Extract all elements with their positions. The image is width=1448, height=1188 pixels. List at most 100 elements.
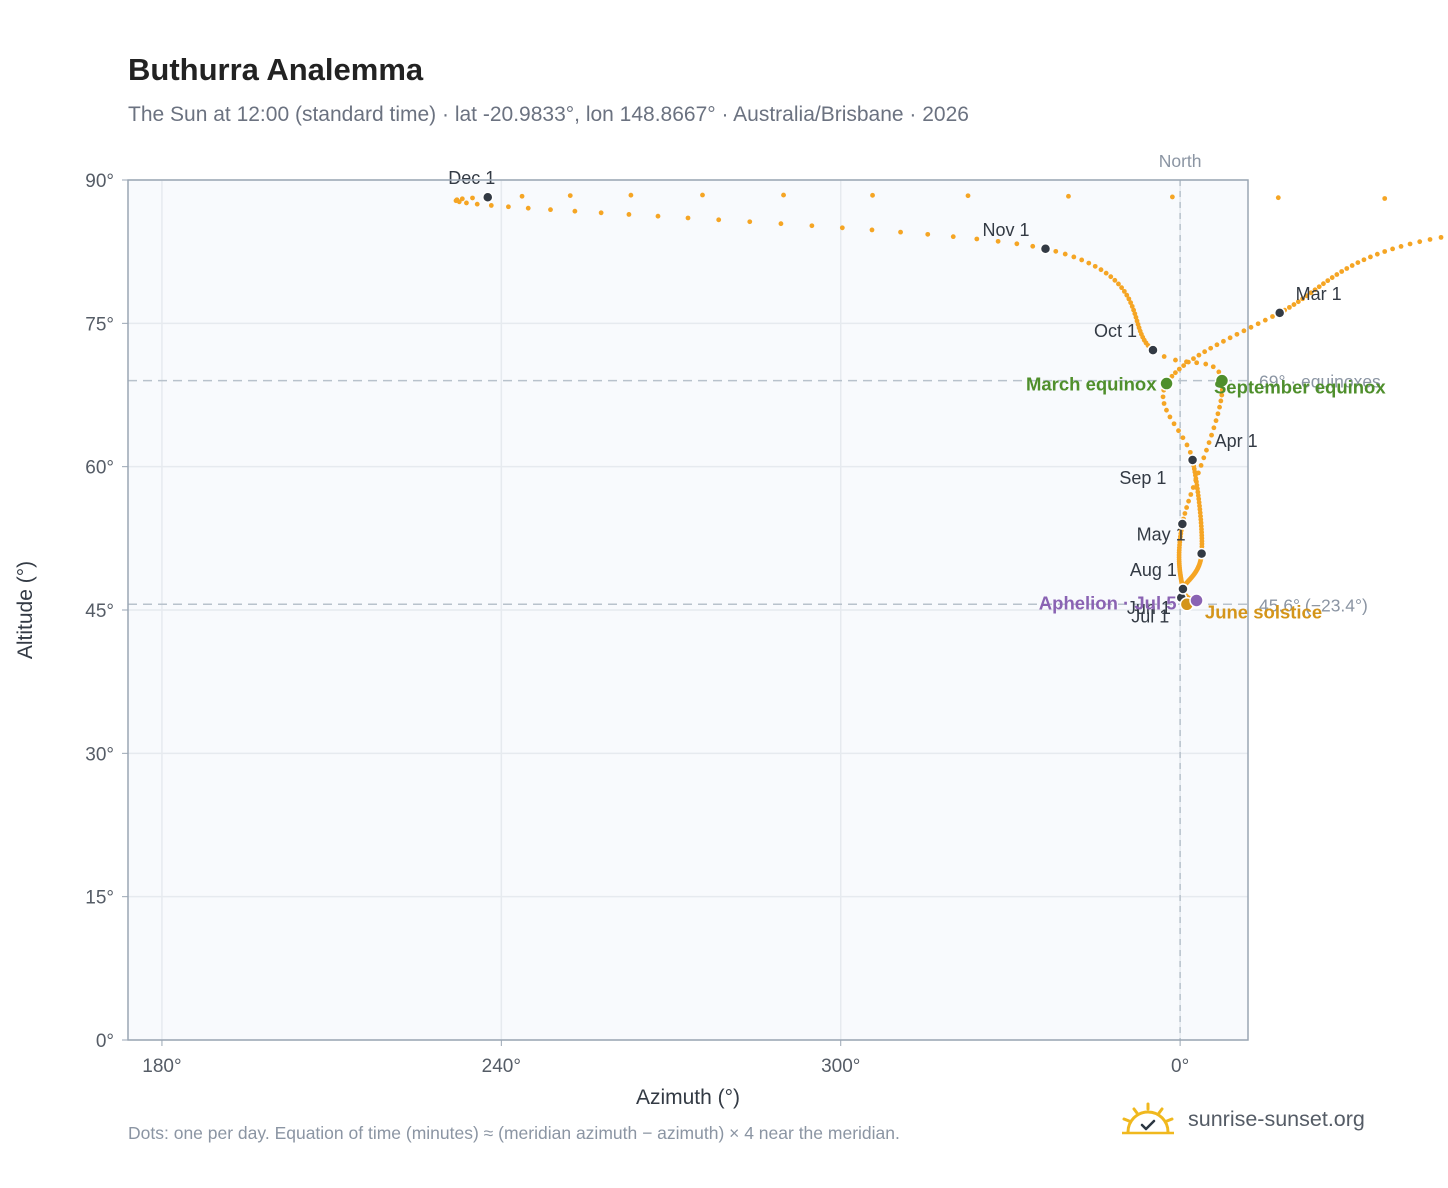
daily-dot — [1209, 432, 1214, 438]
event-label: March equinox — [1026, 374, 1157, 395]
daily-dot — [1071, 254, 1077, 260]
daily-dot — [1164, 407, 1169, 413]
daily-dot — [1126, 296, 1132, 302]
y-tick-label: 30° — [85, 744, 114, 765]
event-dot — [1214, 373, 1230, 388]
daily-dot — [1196, 496, 1202, 502]
daily-dot — [1098, 267, 1104, 273]
daily-dot — [1248, 324, 1254, 330]
daily-dot — [995, 238, 1001, 244]
daily-dot — [1112, 277, 1118, 283]
daily-dot — [1131, 307, 1137, 313]
daily-dot — [488, 203, 494, 208]
daily-dot — [1218, 398, 1224, 404]
axes: 180°240°300°0°60°120°180°0°15°30°45°60°7… — [85, 171, 1189, 1077]
daily-dot — [1227, 335, 1233, 341]
daily-dot — [1206, 440, 1212, 446]
daily-dot — [519, 193, 525, 199]
month-label: Sep 1 — [1119, 468, 1166, 488]
daily-dot — [1374, 251, 1380, 257]
event-label: June solstice — [1205, 601, 1322, 622]
daily-dot — [567, 193, 573, 198]
daily-dot — [626, 212, 632, 217]
daily-dot — [1062, 251, 1068, 257]
daily-dot — [1214, 342, 1220, 348]
daily-dot — [598, 210, 604, 216]
daily-dot — [1079, 257, 1085, 263]
y-tick-label: 75° — [85, 314, 114, 335]
daily-dot — [655, 213, 661, 219]
month-label: Oct 1 — [1094, 321, 1137, 341]
y-tick-label: 90° — [85, 171, 114, 192]
daily-dot — [1176, 366, 1182, 372]
daily-dot — [1203, 361, 1209, 367]
month-dot — [1186, 454, 1199, 466]
daily-dot — [869, 227, 875, 233]
month-dot — [482, 191, 494, 203]
reference-line-label: 69° · equinoxes — [1259, 372, 1381, 392]
month-label: Jul 1 — [1131, 607, 1169, 627]
daily-dot — [1210, 364, 1216, 370]
month-label: Jun 1 — [1127, 598, 1171, 618]
daily-dot — [781, 192, 786, 198]
daily-dot — [1339, 269, 1345, 274]
daily-dot — [898, 229, 903, 235]
daily-dot — [1407, 241, 1413, 247]
month-dot — [1039, 243, 1052, 255]
x-tick-label: 0° — [1171, 1056, 1189, 1077]
daily-dot — [1116, 281, 1121, 287]
daily-dot — [1398, 243, 1404, 249]
brand[interactable]: sunrise-sunset.org — [1120, 1102, 1365, 1136]
footnote: Dots: one per day. Equation of time (min… — [128, 1123, 900, 1143]
daily-dot — [1329, 275, 1335, 280]
daily-dot — [1181, 363, 1187, 369]
month-label: Apr 1 — [1215, 431, 1258, 451]
daily-dot — [1180, 435, 1186, 441]
y-axis-label: Altitude (°) — [14, 561, 37, 659]
daily-dot — [1438, 234, 1444, 240]
daily-dot — [1176, 428, 1181, 434]
daily-dot — [1216, 369, 1222, 375]
daily-dot — [1188, 492, 1194, 497]
daily-dot — [974, 236, 980, 242]
daily-dot — [1368, 254, 1373, 260]
daily-dot — [1219, 387, 1225, 393]
daily-dot — [1215, 411, 1221, 417]
y-tick-label: 15° — [85, 888, 114, 909]
daily-dot — [1182, 511, 1188, 516]
daily-dot — [1173, 357, 1178, 363]
daily-dot — [1187, 449, 1193, 455]
daily-dot — [1186, 498, 1192, 504]
daily-dot — [1194, 360, 1200, 366]
daily-dot — [1304, 293, 1310, 299]
daily-dot — [572, 208, 578, 214]
daily-dot — [1086, 260, 1092, 266]
daily-dot — [1390, 246, 1395, 252]
daily-dot — [1169, 194, 1175, 200]
daily-dot — [474, 201, 480, 207]
daily-dot — [1291, 302, 1297, 307]
x-tick-label: 180° — [142, 1056, 181, 1077]
daily-dot — [470, 195, 475, 201]
daily-dot — [1300, 296, 1306, 302]
daily-dot — [628, 192, 634, 198]
daily-dot — [1213, 418, 1219, 424]
daily-dot — [1121, 288, 1127, 294]
daily-dot — [1196, 500, 1202, 505]
daily-dot — [1161, 354, 1167, 359]
daily-dot — [1344, 266, 1350, 271]
daily-dot — [1053, 248, 1059, 254]
daily-dot — [1119, 285, 1125, 291]
daily-dot — [1128, 300, 1134, 306]
daily-dot — [1287, 304, 1292, 310]
daily-dot — [1275, 195, 1281, 201]
y-tick-label: 60° — [85, 458, 114, 479]
daily-dot — [1171, 421, 1177, 427]
daily-dot — [1262, 317, 1268, 323]
daily-dot — [685, 215, 691, 221]
daily-dot — [1184, 442, 1190, 448]
daily-dot — [1103, 270, 1109, 276]
daily-dot — [870, 192, 875, 198]
daily-dot — [1184, 359, 1189, 365]
